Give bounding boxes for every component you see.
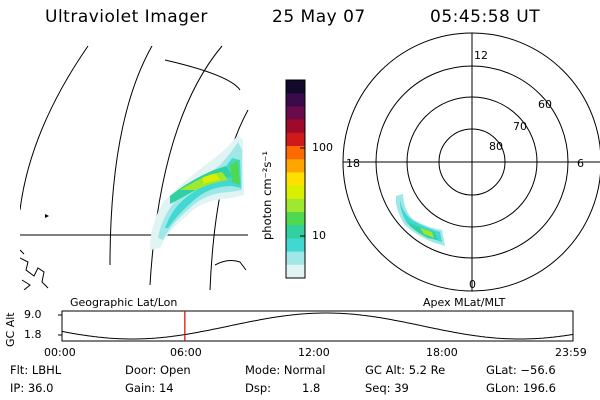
lat-label-80: 80 [489, 140, 503, 153]
instrument-title: Ultraviolet Imager [45, 7, 208, 27]
time-label: 05:45:58 UT [430, 7, 541, 27]
colorbar-stripe [286, 159, 305, 173]
lat-label-60: 60 [538, 98, 552, 111]
lat-label-70: 70 [513, 120, 527, 133]
latitude-arc [164, 59, 241, 91]
dsp-label: Dsp: [245, 381, 272, 395]
colorbar-stripe [286, 251, 305, 266]
coastline [214, 260, 247, 271]
colorbar-stripe [286, 146, 305, 160]
mlt-label-12: 12 [474, 49, 488, 62]
colorbar-tick-100: 100 [312, 141, 333, 154]
coastline [20, 249, 25, 255]
mlt-label-18: 18 [346, 157, 360, 170]
colorbar-stripe [286, 185, 305, 200]
left-panel-label: Geographic Lat/Lon [70, 296, 178, 309]
glon-status: GLon: 196.6 [486, 381, 556, 395]
filter-status: Flt: LBHL [10, 363, 62, 377]
altitude-curve [61, 312, 574, 340]
colorbar-stripe [286, 93, 305, 107]
colorbar-stripe [286, 212, 305, 226]
xtick-12: 12:00 [298, 346, 330, 359]
coastline [21, 279, 31, 290]
colorbar [285, 79, 306, 279]
gain-status: Gain: 14 [125, 381, 174, 395]
colorbar-stripe [286, 80, 305, 94]
meridian-line [109, 45, 153, 266]
ip-status: IP: 36.0 [10, 381, 54, 395]
xtick-2359: 23:59 [555, 346, 587, 359]
mlt-label-6: 6 [577, 157, 584, 170]
altitude-ytick-min: 1.8 [24, 328, 42, 341]
polar-plot [342, 32, 600, 292]
door-status: Door: Open [125, 363, 191, 377]
aurora-emission [150, 135, 244, 250]
coastline [20, 257, 49, 289]
polar-aurora-emission [396, 194, 445, 246]
meridian-line [20, 45, 89, 211]
altitude-ylabel: GC Alt [4, 312, 17, 347]
right-panel-label: Apex MLat/MLT [423, 296, 506, 309]
mlt-label-0: 0 [469, 278, 476, 291]
colorbar-tick-10: 10 [312, 229, 326, 242]
colorbar-stripe [286, 172, 305, 187]
date-label: 25 May 07 [272, 7, 366, 27]
position-marker [45, 214, 49, 218]
gc-alt-status: GC Alt: 5.2 Re [365, 363, 446, 377]
colorbar-stripe [286, 132, 305, 147]
xtick-06: 06:00 [170, 346, 202, 359]
colorbar-label: photon cm⁻²s⁻¹ [260, 151, 274, 240]
altitude-ytick-max: 9.0 [24, 308, 42, 321]
colorbar-stripe [286, 119, 305, 134]
mode-status: Mode: Normal [245, 363, 326, 377]
colorbar-stripe [286, 198, 305, 213]
colorbar-stripe [286, 225, 305, 239]
altitude-plot [58, 310, 574, 342]
xtick-18: 18:00 [426, 346, 458, 359]
dsp-value: 1.8 [302, 381, 321, 395]
colorbar-stripe [286, 238, 305, 253]
xtick-00: 00:00 [44, 346, 76, 359]
glat-status: GLat: −56.6 [486, 363, 556, 377]
colorbar-stripe [286, 264, 305, 279]
colorbar-stripe [286, 106, 305, 121]
seq-status: Seq: 39 [365, 381, 409, 395]
